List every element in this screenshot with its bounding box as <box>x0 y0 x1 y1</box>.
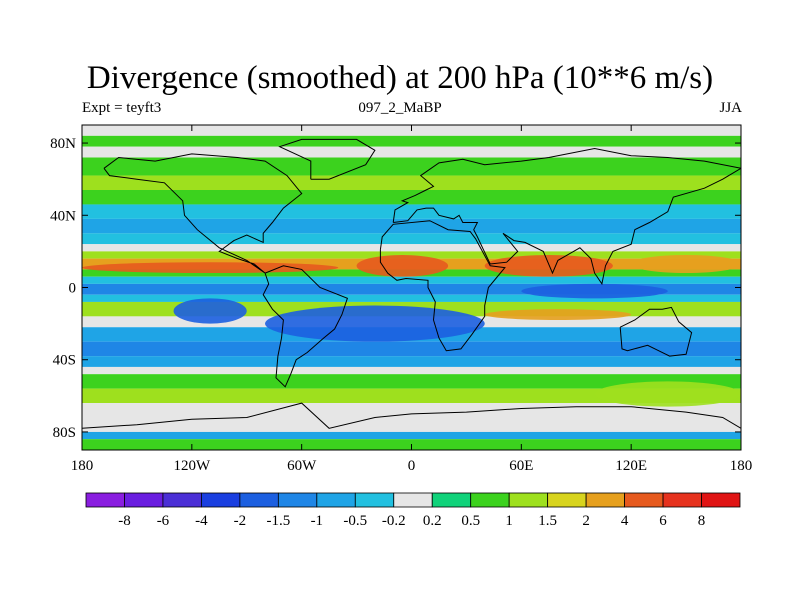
colorbar-swatch <box>316 492 356 508</box>
field-band-19 <box>82 341 741 357</box>
y-tick-label: 0 <box>69 281 77 297</box>
colorbar-label: 0.2 <box>423 513 442 529</box>
colorbar-swatch <box>239 492 279 508</box>
colorbar-label: -6 <box>157 513 170 529</box>
west-pacific-divergence <box>631 255 741 274</box>
x-tick-label: 60E <box>509 458 533 474</box>
field-band-4 <box>82 175 741 190</box>
field-band-25 <box>82 417 741 432</box>
colorbar-swatch <box>124 492 164 508</box>
field-band-15 <box>82 294 741 302</box>
field-band-14 <box>82 283 741 295</box>
colorbar-label: -4 <box>195 513 208 529</box>
field-band-1 <box>82 135 741 147</box>
north-america-outline <box>103 153 303 274</box>
colorbar-label: -1 <box>311 513 324 529</box>
field-band-3 <box>82 157 741 176</box>
africa-divergence <box>356 255 449 277</box>
colorbar-swatch <box>277 492 318 508</box>
case-label: 097_2_MaBP <box>358 100 442 116</box>
field-band-2 <box>82 146 741 158</box>
y-tick-label: 40N <box>50 208 76 224</box>
field-band-20 <box>82 356 741 367</box>
axes: 180 120W 60W 0 60E 120E 180 80N 40N 0 40S 80S <box>50 125 752 474</box>
field-band-26 <box>82 431 741 440</box>
experiment-label: Expt = teyft3 <box>82 100 162 116</box>
colorbar-label: 1.5 <box>538 513 557 529</box>
colorbar-label: 8 <box>698 513 706 529</box>
colorbar-swatch <box>547 492 587 508</box>
colorbar-swatch <box>624 492 664 508</box>
antarctica-outline <box>82 402 741 429</box>
asia-divergence <box>484 255 613 277</box>
divergence-field <box>82 125 741 450</box>
colorbar-swatch <box>470 492 510 508</box>
field-band-10 <box>82 251 741 259</box>
colorbar-label: -0.5 <box>343 513 367 529</box>
colorbar-label: -8 <box>118 513 131 529</box>
colorbar-label: 4 <box>621 513 629 529</box>
field-band-13 <box>82 276 741 284</box>
colorbar-label: 1 <box>505 513 513 529</box>
colorbar-swatch <box>431 492 472 508</box>
x-tick-label: 120E <box>615 458 647 474</box>
colorbar-swatch <box>201 492 241 508</box>
south-america-outline <box>262 265 349 388</box>
indian-ocean-divergence <box>484 309 632 321</box>
colorbar-label: 2 <box>582 513 590 529</box>
x-tick-label: 180 <box>730 458 753 474</box>
season-label: JJA <box>719 100 742 116</box>
x-tick-label: 120W <box>173 458 211 474</box>
field-band-6 <box>82 204 741 219</box>
x-tick-label: 180 <box>71 458 94 474</box>
africa-outline <box>379 220 506 352</box>
eurasia-outline <box>392 147 741 286</box>
colorbar-swatch <box>508 492 549 508</box>
field-band-7 <box>82 218 741 234</box>
y-tick-label: 40S <box>53 353 76 369</box>
colorbar-label: -2 <box>234 513 247 529</box>
equatorial-convergence-east <box>521 283 668 299</box>
continent-outlines <box>82 138 741 429</box>
colorbar-swatch <box>85 492 125 508</box>
x-tick-label: 60W <box>287 458 317 474</box>
southern-ocean-divergence <box>594 381 741 407</box>
field-band-9 <box>82 244 741 252</box>
greenland-outline <box>278 138 376 180</box>
field-band-8 <box>82 233 741 245</box>
y-tick-label: 80S <box>53 425 76 441</box>
field-band-23 <box>82 388 741 404</box>
y-tick-label: 80N <box>50 136 76 152</box>
colorbar-label: -1.5 <box>266 513 290 529</box>
colorbar-swatch <box>393 492 433 508</box>
colorbar-swatch <box>585 492 625 508</box>
sh-convergence-core <box>173 298 247 324</box>
chart-title: Divergence (smoothed) at 200 hPa (10**6 … <box>86 60 714 96</box>
colorbar-label: 0.5 <box>461 513 480 529</box>
colorbar-swatch <box>662 492 702 508</box>
colorbar-swatch <box>701 492 741 508</box>
nh-subtropical-divergence <box>82 262 339 274</box>
equatorial-convergence <box>265 305 485 342</box>
australia-outline <box>619 306 693 357</box>
colorbar-swatch <box>354 492 395 508</box>
colorbar-label: 6 <box>659 513 667 529</box>
colorbar-label: -0.2 <box>382 513 406 529</box>
field-band-21 <box>82 366 741 375</box>
x-tick-label: 0 <box>408 458 416 474</box>
colorbar: -8 -6 -4 -2 -1.5 -1 -0.5 -0.2 0.2 0.5 1 1.5 2 4 6 8 <box>85 492 741 529</box>
field-band-22 <box>82 374 741 389</box>
colorbar-swatch <box>162 492 202 508</box>
